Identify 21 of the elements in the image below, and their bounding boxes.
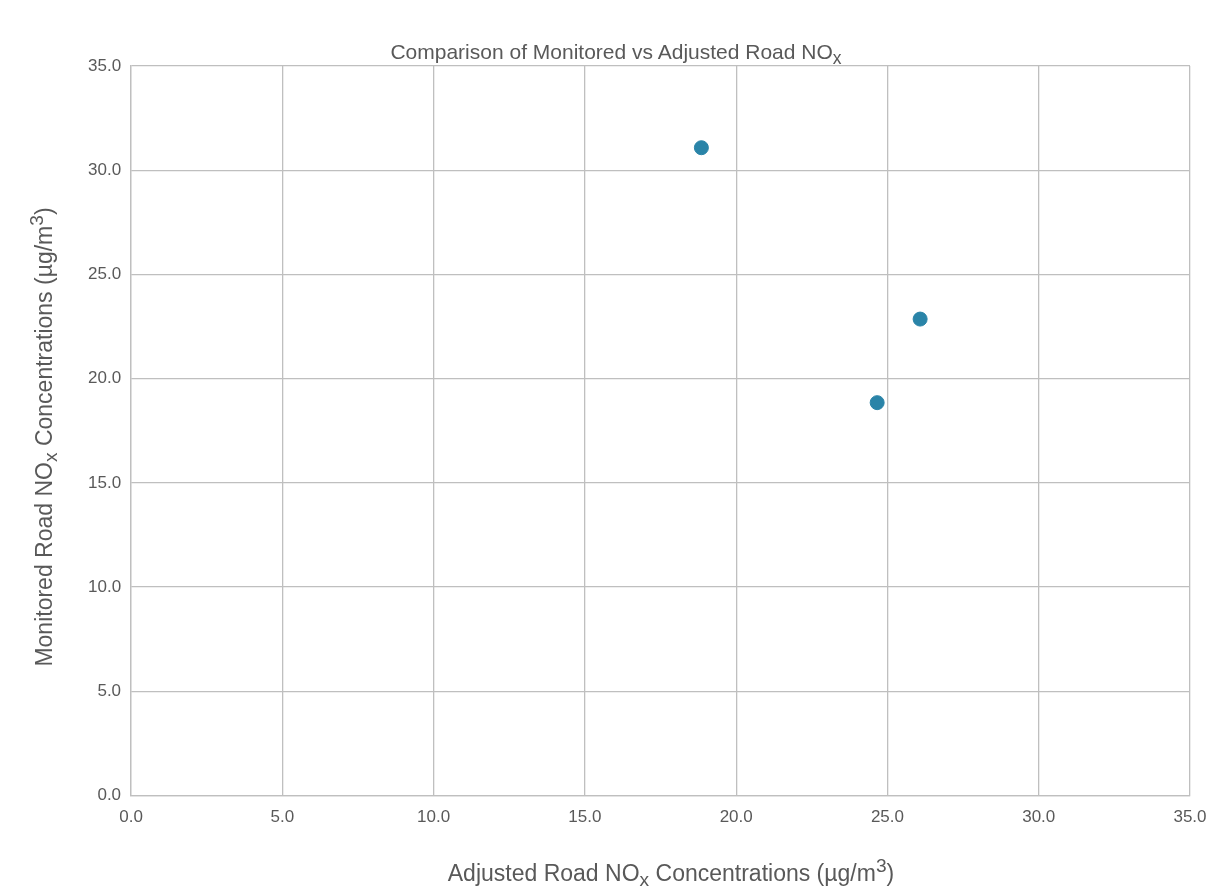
point [869, 395, 885, 411]
y-tick-label: 5.0 [97, 681, 122, 701]
x-tick-label: 10.0 [417, 807, 451, 827]
y-tick-label: 30.0 [87, 159, 122, 179]
y-tick-label: 0.0 [97, 785, 122, 805]
y-tick-label: 10.0 [87, 576, 122, 596]
x-tick-label: 5.0 [270, 807, 295, 827]
x-tick-label: 20.0 [719, 807, 753, 827]
point [693, 140, 709, 156]
y-tick-label: 15.0 [87, 472, 122, 492]
x-tick-label: 25.0 [870, 807, 904, 827]
x-tick-label: 0.0 [119, 807, 143, 827]
y-tick-label: 35.0 [87, 55, 122, 75]
chart-title: Comparison of Monitored vs Adjusted Road NO$_{x}$ [390, 40, 842, 69]
x-tick-label: 30.0 [1022, 807, 1056, 827]
y-tick-label: 20.0 [87, 368, 122, 388]
x-tick-label: 35.0 [1173, 807, 1207, 827]
point [912, 311, 928, 327]
x-tick-label: 15.0 [568, 807, 602, 827]
x-axis-title: Adjusted Road NO$_{x}$ Concentrations (µg/m$^{3}$) [446, 854, 896, 886]
y-tick-label: 25.0 [87, 264, 122, 284]
